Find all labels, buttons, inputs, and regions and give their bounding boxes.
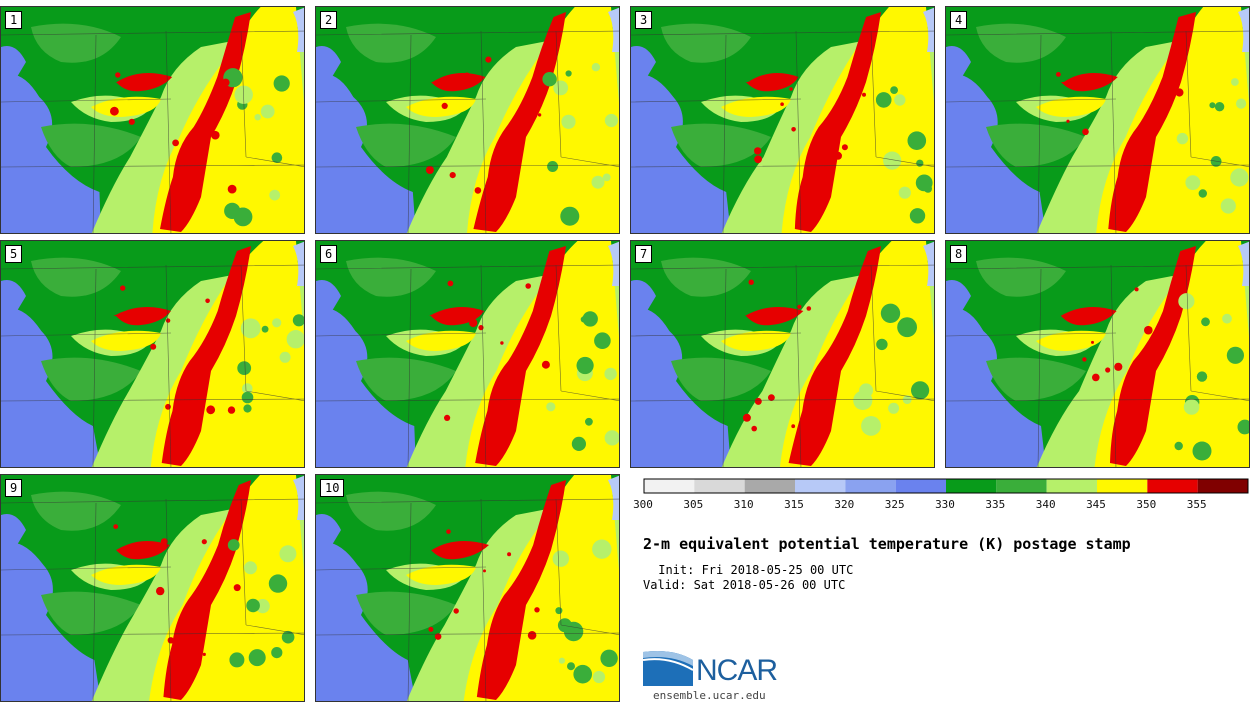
colorbar-bin-350	[1147, 479, 1198, 493]
ensemble-member-panel-2: 2	[315, 6, 620, 234]
colorbar-tick-320: 320	[834, 498, 855, 511]
ensemble-member-panel-6: 6	[315, 240, 620, 468]
ensemble-member-panel-4: 4	[945, 6, 1250, 234]
colorbar	[643, 478, 1249, 494]
equivalent-potential-temperature-map	[1, 241, 304, 467]
equivalent-potential-temperature-map	[1, 475, 304, 701]
valid-time: Valid: Sat 2018-05-26 00 UTC	[643, 578, 846, 592]
member-label: 3	[635, 11, 653, 29]
member-label: 7	[635, 245, 653, 263]
colorbar-bin-355	[1197, 479, 1248, 493]
equivalent-potential-temperature-map	[631, 241, 934, 467]
equivalent-potential-temperature-map	[316, 7, 619, 233]
colorbar-tick-355: 355	[1186, 498, 1207, 511]
equivalent-potential-temperature-map	[946, 7, 1249, 233]
ensemble-member-panel-1: 1	[0, 6, 305, 234]
member-label: 5	[5, 245, 23, 263]
member-label: 4	[950, 11, 968, 29]
colorbar-tick-300: 300	[633, 498, 653, 511]
member-label: 8	[950, 245, 968, 263]
member-label: 1	[5, 11, 23, 29]
chart-title: 2-m equivalent potential temperature (K)…	[643, 535, 1131, 553]
ensemble-member-panel-7: 7	[630, 240, 935, 468]
colorbar-tick-305: 305	[683, 498, 704, 511]
colorbar-bin-345	[1097, 479, 1148, 493]
colorbar-bin-325	[895, 479, 946, 493]
colorbar-bin-310	[744, 479, 795, 493]
ensemble-member-panel-3: 3	[630, 6, 935, 234]
ensemble-member-panel-9: 9	[0, 474, 305, 702]
colorbar-tick-325: 325	[884, 498, 905, 511]
ensemble-url: ensemble.ucar.edu	[653, 689, 766, 702]
colorbar-bin-300	[644, 479, 695, 493]
colorbar-bin-315	[795, 479, 846, 493]
ncar-logo-text: NCAR	[696, 654, 778, 687]
colorbar-tick-labels: 300 305 310 315 320 325 330 335 340 345 350 355	[633, 498, 1247, 514]
colorbar-border	[643, 478, 1249, 494]
ncar-logo-icon	[643, 651, 694, 686]
ensemble-member-panel-10: 10	[315, 474, 620, 702]
colorbar-tick-345: 345	[1086, 498, 1106, 511]
init-time: Init: Fri 2018-05-25 00 UTC	[651, 563, 854, 577]
colorbar-bin-340	[1046, 479, 1097, 493]
colorbar-bin-305	[694, 479, 745, 493]
member-label: 10	[320, 479, 345, 497]
member-label: 9	[5, 479, 23, 497]
ensemble-member-panel-8: 8	[945, 240, 1250, 468]
colorbar-tick-340: 340	[1035, 498, 1056, 511]
equivalent-potential-temperature-map	[316, 241, 619, 467]
colorbar-bin-320	[845, 479, 896, 493]
ensemble-member-panel-5: 5	[0, 240, 305, 468]
colorbar-tick-315: 315	[784, 498, 804, 511]
colorbar-tick-310: 310	[733, 498, 754, 511]
colorbar-bin-335	[996, 479, 1047, 493]
colorbar-bin-330	[946, 479, 997, 493]
member-label: 6	[320, 245, 338, 263]
colorbar-tick-350: 350	[1136, 498, 1157, 511]
equivalent-potential-temperature-map	[1, 7, 304, 233]
colorbar-tick-330: 330	[935, 498, 955, 511]
member-label: 2	[320, 11, 338, 29]
equivalent-potential-temperature-map	[631, 7, 934, 233]
equivalent-potential-temperature-map	[946, 241, 1249, 467]
equivalent-potential-temperature-map	[316, 475, 619, 701]
colorbar-tick-335: 335	[985, 498, 1006, 511]
